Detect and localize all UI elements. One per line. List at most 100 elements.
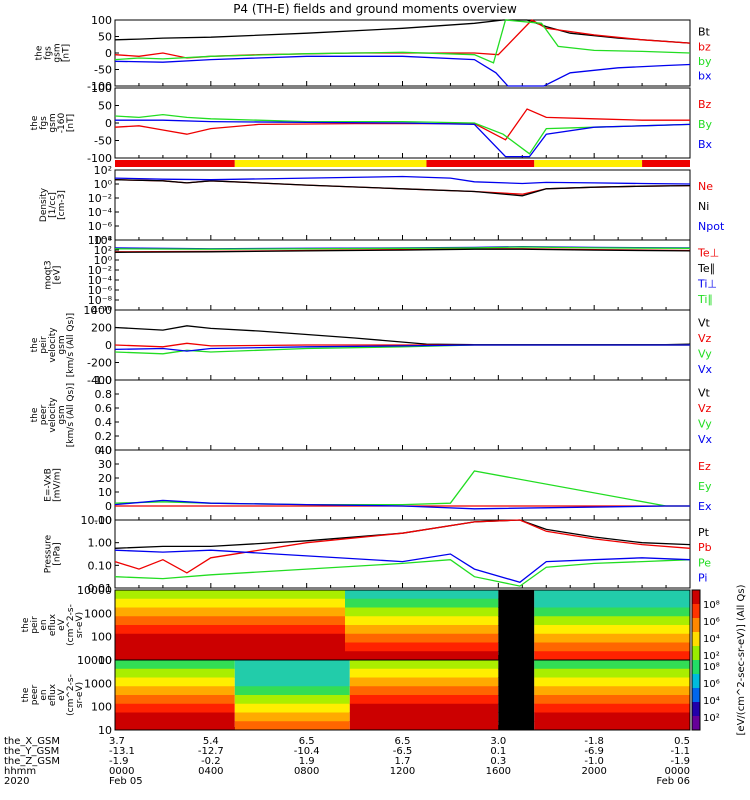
y-axis-label-line: (cm^2-s- — [66, 604, 76, 646]
y-axis-label-line: (cm^2-s- — [66, 674, 76, 716]
panel-frame — [114, 449, 691, 521]
spectrogram-cell — [234, 677, 350, 687]
x-axis-value: -1.0 — [584, 756, 604, 767]
series-line-Npot — [114, 175, 691, 185]
x-axis-value: 0.1 — [490, 746, 506, 757]
y-axis-label-line: [eV] — [53, 266, 63, 285]
x-axis-value: 5.4 — [203, 736, 219, 747]
mode-bar-segment — [426, 160, 535, 167]
colorbar-swatch — [692, 674, 700, 689]
x-axis-value: 1200 — [390, 766, 415, 777]
x-axis-value: 1.7 — [395, 756, 411, 767]
spectrogram-cell — [534, 625, 690, 635]
spectrogram-cell — [498, 607, 535, 617]
series-line-By — [114, 113, 691, 155]
colorbar-tick-label: 10⁸ — [703, 600, 720, 611]
x-axis-value: 6.5 — [299, 736, 315, 747]
spectrogram-cell — [115, 598, 345, 608]
spectrogram-cell — [115, 668, 235, 678]
spectrogram-cell — [234, 686, 350, 696]
y-tick-label: 10² — [94, 164, 112, 177]
legend-label-By: By — [698, 118, 713, 131]
x-axis-value: -13.1 — [109, 746, 135, 757]
x-axis-value: -0.2 — [201, 756, 221, 767]
y-axis-label-line: [nT] — [66, 114, 76, 132]
y-tick-label: 40 — [98, 444, 112, 457]
legend-label-Ne: Ne — [698, 180, 713, 193]
y-axis-label-line: Pressure — [44, 534, 54, 573]
x-axis-value: -6.5 — [393, 746, 413, 757]
legend-label-bz: bz — [698, 40, 711, 53]
y-axis-label-line: [cm-3] — [57, 190, 67, 220]
panel-frame — [114, 169, 691, 241]
colorbar-swatch — [692, 660, 700, 675]
spectrogram-cell — [115, 616, 345, 626]
y-tick-label: 50 — [98, 31, 112, 44]
y-axis-label-line: gsm — [48, 113, 58, 132]
y-axis-label-line: gsm — [57, 405, 67, 424]
x-axis-row-label: hhmm — [4, 766, 36, 777]
y-axis-label-line: velocity — [48, 397, 58, 433]
y-axis-label-line: the — [21, 617, 31, 632]
y-axis-label: moqt3 [eV] — [44, 260, 63, 289]
x-axis-value: -1.9 — [109, 756, 129, 767]
spectrogram-cell — [115, 677, 235, 687]
y-axis-label: the peer en eflux eV (cm^2-s-sr-eV) — [21, 674, 85, 716]
y-axis-label-line: the — [30, 337, 40, 352]
legend-label-Vz: Vz — [698, 332, 712, 345]
y-tick-label: 10 — [98, 654, 112, 667]
y-axis-label-line: eV — [57, 618, 67, 631]
series-line-Bt — [114, 19, 691, 44]
spectrogram-cell — [534, 616, 690, 626]
y-axis-label-line: fgs — [39, 116, 49, 130]
spectrogram-cell — [534, 598, 690, 608]
y-tick-label: 10⁻⁶ — [88, 284, 113, 297]
x-axis-row-label: 2020 — [4, 776, 29, 787]
spectrogram-cell — [345, 616, 499, 626]
y-tick-label: -10 — [94, 514, 112, 527]
spectrogram-cell — [498, 660, 535, 670]
y-tick-label: -100 — [87, 80, 112, 93]
spectrogram-cell — [115, 703, 235, 713]
y-tick-label: 400 — [91, 304, 112, 317]
spectrogram-cell — [534, 677, 690, 687]
colorbar-swatch — [692, 702, 700, 717]
colorbar-label: [eV/(cm^2-sec-sr-eV)] (All Qs) — [736, 584, 747, 735]
y-axis-label-line: [km/s (All Qs)] — [66, 383, 76, 447]
x-axis-row-label: the_Y_GSM — [4, 746, 59, 757]
x-axis-value: -10.4 — [294, 746, 320, 757]
y-axis-label-line: en — [39, 619, 49, 630]
spectrogram-cell — [345, 625, 499, 635]
legend-label-Vz: Vz — [698, 402, 712, 415]
x-axis-value: -6.9 — [584, 746, 604, 757]
spectrogram-cell — [498, 712, 535, 722]
colorbar-frame — [691, 589, 701, 731]
spectrogram-cell — [534, 703, 690, 713]
y-tick-label: 10000 — [77, 584, 112, 597]
y-axis-label: Pressure [nPa] — [44, 534, 63, 573]
spectrogram-cell — [115, 607, 345, 617]
y-tick-label: 10 — [98, 486, 112, 499]
spectrogram-cell — [345, 607, 499, 617]
x-axis-value: 1.9 — [299, 756, 315, 767]
y-tick-label: 200 — [91, 322, 112, 335]
spectrogram-cell — [498, 668, 535, 678]
y-tick-label: 1.00 — [88, 537, 113, 550]
y-tick-label: 0.6 — [95, 402, 113, 415]
legend-label-Vt: Vt — [698, 316, 711, 329]
y-axis-label-line: the — [30, 115, 40, 130]
y-tick-label: 10 — [98, 724, 112, 737]
series-line-Pt — [114, 519, 691, 549]
legend-label-bx: bx — [698, 70, 712, 83]
y-tick-label: 10⁻⁴ — [88, 206, 113, 219]
x-axis-value: Feb 05 — [109, 776, 143, 787]
panel-frame — [114, 519, 691, 589]
y-axis-label-line: [nPa] — [53, 542, 63, 565]
y-tick-label: 0.01 — [88, 582, 113, 595]
y-axis-label: the peir velocity gsm [km/s (All Qs)] — [30, 313, 76, 377]
spectrogram-cell — [115, 686, 235, 696]
spectrogram-cell — [234, 712, 350, 722]
legend-label-Pi: Pi — [698, 571, 707, 584]
y-tick-label: 0.2 — [95, 430, 113, 443]
